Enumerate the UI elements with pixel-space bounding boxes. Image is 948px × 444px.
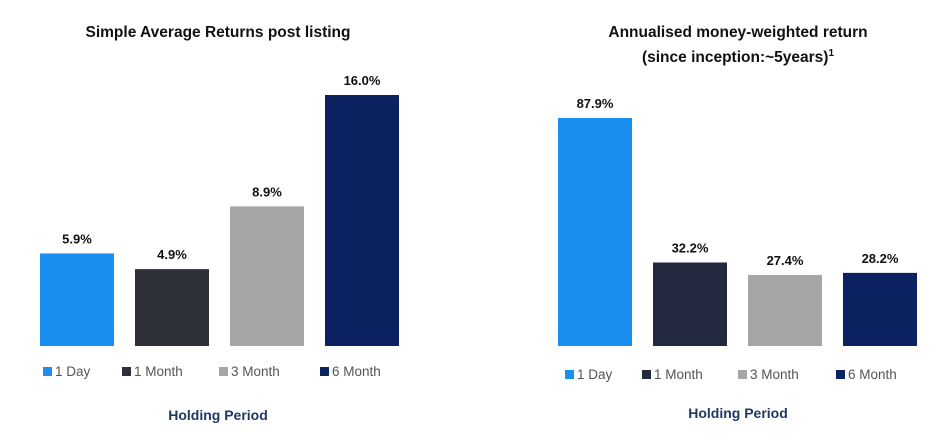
x-axis-label: Holding Period (688, 405, 788, 421)
legend-swatch (738, 370, 747, 379)
chart-title: Annualised money-weighted return (608, 24, 867, 41)
bar-1-month (653, 262, 727, 346)
x-axis-label: Holding Period (168, 407, 268, 423)
legend-swatch (320, 367, 329, 376)
chart-subtitle-text: (since inception:~5years) (642, 49, 829, 66)
legend-entry: 3 Month (750, 367, 799, 382)
data-label: 8.9% (252, 184, 282, 199)
legend-swatch (122, 367, 131, 376)
data-label: 16.0% (344, 73, 381, 88)
bar-3-month (230, 206, 304, 346)
chart-panel-2: Annualised money-weighted return (since i… (558, 24, 917, 421)
legend-entry: 1 Month (134, 364, 183, 379)
data-label: 32.2% (672, 240, 709, 255)
data-label: 5.9% (62, 231, 92, 246)
bar-1-day (558, 118, 632, 346)
legend-swatch (836, 370, 845, 379)
legend-swatch (565, 370, 574, 379)
legend-swatch (43, 367, 52, 376)
data-label: 27.4% (767, 253, 804, 268)
bar-6-month (325, 95, 399, 346)
data-label: 4.9% (157, 247, 187, 262)
bar-6-month (843, 272, 917, 346)
legend-entry: 1 Month (654, 367, 703, 382)
legend-swatch (642, 370, 651, 379)
bar-1-month (135, 269, 209, 346)
chart-subtitle: (since inception:~5years)1 (642, 48, 835, 66)
data-label: 28.2% (862, 251, 899, 266)
footnote-superscript: 1 (828, 48, 834, 59)
legend-entry: 3 Month (231, 364, 280, 379)
bar-3-month (748, 274, 822, 346)
legend-entry: 6 Month (848, 367, 897, 382)
legend-entry: 1 Day (55, 364, 91, 379)
legend-swatch (219, 367, 228, 376)
data-label: 87.9% (577, 96, 614, 111)
legend-entry: 1 Day (577, 367, 613, 382)
chart-title: Simple Average Returns post listing (86, 24, 351, 41)
bar-1-day (40, 253, 114, 346)
chart-panel-1: Simple Average Returns post listing 5.9% 4… (40, 24, 399, 423)
legend-entry: 6 Month (332, 364, 381, 379)
